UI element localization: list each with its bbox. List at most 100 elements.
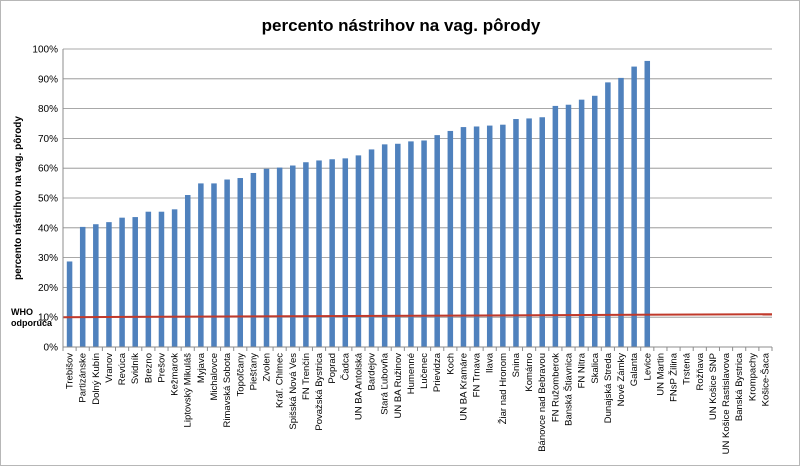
who-label-line: odporúča	[11, 318, 53, 328]
who-reference-line	[62, 313, 773, 319]
x-tick-label: FN Nitra	[577, 352, 588, 388]
bar	[605, 82, 611, 347]
bar	[644, 60, 651, 348]
y-tick-label: 40%	[38, 223, 58, 234]
x-tick-label: Kráľ. Chlmec	[275, 353, 286, 408]
bar	[250, 172, 257, 347]
bar	[329, 159, 335, 347]
bar	[395, 143, 401, 347]
y-tick-label: 10%	[38, 313, 58, 324]
bar	[421, 140, 427, 347]
x-tick-label: Dunajská Streda	[603, 352, 614, 423]
x-tick-label: Bánovce nad Bebravou	[537, 353, 548, 452]
x-tick-label: Topoľčany	[235, 353, 246, 397]
x-tick-label: Skalica	[590, 352, 601, 383]
x-tick-label: Brezno	[143, 353, 154, 383]
x-tick-label: Trstená	[682, 352, 693, 385]
x-tick-label: UN Košice Rastislavova	[721, 352, 732, 454]
x-tick-label: Rimavská Sobota	[222, 352, 233, 427]
bar	[224, 179, 230, 347]
bar	[552, 105, 559, 347]
bar	[618, 77, 624, 347]
chart-title: percento nástrihov na vag. pôrody	[262, 16, 541, 35]
bar	[500, 124, 506, 347]
bar	[119, 217, 125, 347]
y-tick-label: 70%	[38, 134, 58, 145]
x-tick-label: Snina	[511, 352, 522, 377]
x-tick-label: Vranov	[104, 353, 115, 383]
bar	[539, 117, 545, 347]
bar	[368, 149, 375, 347]
x-tick-label: Rožňava	[695, 352, 706, 390]
x-tick-label: Bardejov	[367, 353, 378, 391]
x-tick-label: Levice	[642, 353, 653, 380]
x-tick-label: Michalovce	[209, 353, 220, 401]
bar	[171, 209, 178, 347]
x-tick-label: Myjava	[196, 352, 207, 383]
who-label-line: WHO	[11, 307, 33, 317]
bar	[591, 95, 598, 347]
x-tick-label: Košice-Šaca	[760, 352, 771, 406]
y-axis-label: percento nástrihov na vag. pôrody	[13, 116, 24, 280]
x-tick-label: Liptovský Mikuláš	[183, 353, 194, 428]
x-tick-label: UN Košice SNP	[708, 353, 719, 420]
x-tick-label: Kežmarok	[170, 353, 181, 396]
x-tick-label: Banská Štiavnica	[564, 352, 575, 426]
bar	[526, 118, 532, 348]
bar	[381, 144, 388, 347]
x-tick-label: Svidník	[130, 353, 141, 384]
x-tick-label: FN Trenčín	[301, 353, 312, 400]
bar	[408, 141, 414, 347]
bar	[434, 135, 440, 347]
x-tick-label: Poprad	[327, 353, 338, 384]
y-tick-label: 50%	[38, 194, 58, 205]
bar	[355, 155, 362, 347]
bar	[447, 130, 454, 347]
x-tick-label: Nové Zámky	[616, 353, 627, 407]
x-tick-label: UN BA Antolská	[353, 352, 364, 420]
x-tick-label: FNsP Žilina	[669, 352, 680, 402]
bar	[158, 211, 165, 347]
bar	[513, 119, 519, 347]
bar	[290, 165, 296, 347]
bar	[276, 167, 283, 347]
bar	[303, 162, 309, 347]
y-tick-label: 80%	[38, 104, 58, 115]
bar	[263, 168, 270, 347]
axes	[62, 49, 773, 351]
x-tick-label: Trebišov	[65, 353, 76, 389]
bars	[66, 60, 651, 348]
x-tick-label: Krompachy	[747, 353, 758, 401]
x-tick-label: Galanta	[629, 352, 640, 386]
x-tick-label: Humenné	[406, 353, 417, 394]
x-tick-label: Piešťany	[248, 353, 259, 391]
x-tick-label: Zvolen	[262, 353, 273, 382]
y-tick-label: 20%	[38, 283, 58, 294]
bar	[486, 125, 493, 347]
x-tick-label: UN BA Kramáre	[459, 353, 470, 421]
y-tick-label: 0%	[44, 343, 59, 354]
x-tick-label: FN Ružomberok	[550, 353, 561, 422]
x-tick-label: Žiar nad Hronom	[498, 353, 509, 424]
x-tick-label: UN BA Ružinov	[393, 353, 404, 419]
bar	[631, 66, 637, 347]
bar	[198, 183, 204, 347]
gridlines	[63, 48, 772, 318]
x-tick-label: Dolný Kubín	[91, 353, 102, 405]
x-tick-label: Lučenec	[419, 353, 430, 389]
x-tick-label: FN Trnava	[472, 352, 483, 397]
bar	[473, 126, 480, 347]
y-tick-label: 90%	[38, 74, 58, 85]
y-tick-label: 30%	[38, 253, 58, 264]
bar	[316, 160, 322, 347]
bar	[132, 217, 138, 347]
who-reference-line-segment	[62, 313, 773, 319]
bar	[237, 178, 244, 347]
y-tick-labels: 0% 10% 20% 30% 40% 50% 60% 70% 80% 90% 100%	[32, 45, 58, 354]
x-tick-label: Stará Ľubovňa	[380, 352, 391, 415]
bar	[578, 99, 585, 347]
x-tick-label: Komárno	[524, 353, 535, 392]
